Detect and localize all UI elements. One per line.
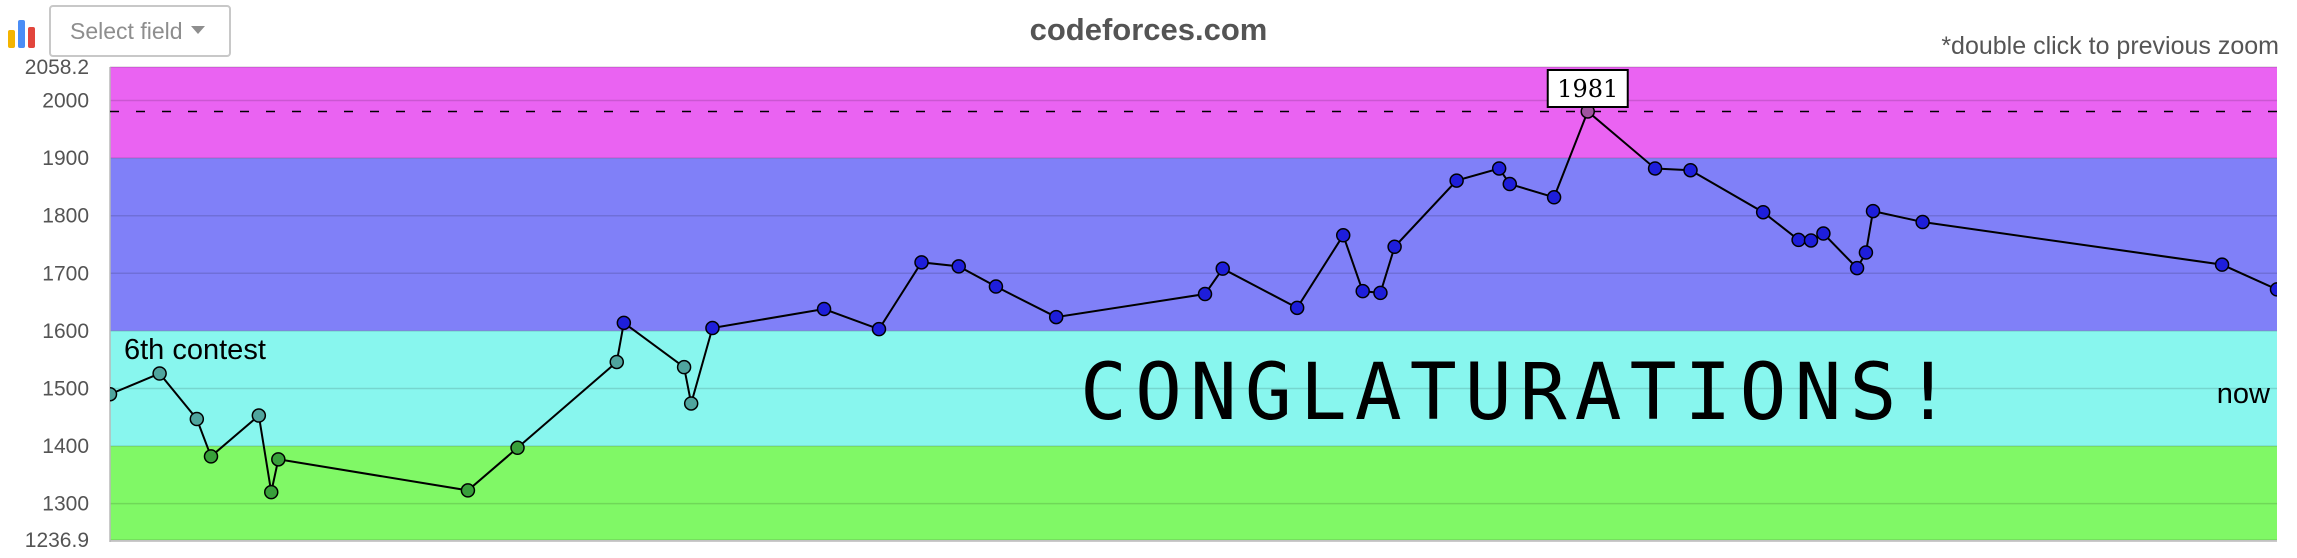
data-point <box>203 449 219 464</box>
data-point <box>609 354 625 370</box>
rating-band-3 <box>110 446 2277 540</box>
data-point <box>1858 245 1874 260</box>
data-point <box>1449 173 1464 188</box>
data-point <box>1502 176 1518 192</box>
bar-chart-icon[interactable] <box>6 16 44 50</box>
data-point <box>871 321 887 337</box>
y-tick-label: 1400 <box>42 435 89 458</box>
y-tick-label: 1500 <box>42 377 89 400</box>
data-point <box>1647 161 1663 176</box>
data-point <box>1915 214 1930 230</box>
data-point <box>1491 161 1507 176</box>
y-tick-label: 2000 <box>42 90 89 113</box>
data-point <box>1546 190 1562 205</box>
data-point <box>1373 285 1388 301</box>
data-point <box>1803 233 1819 248</box>
data-point <box>1335 228 1351 243</box>
data-point <box>816 301 832 317</box>
data-point <box>2269 282 2277 297</box>
data-point <box>1683 162 1698 178</box>
highlight-label-box <box>1546 69 1629 108</box>
data-point <box>988 279 1004 294</box>
data-point <box>914 255 929 270</box>
y-tick-label: 1300 <box>42 493 89 516</box>
y-tick-label: 1236.9 <box>25 529 89 552</box>
toolbar: Select field codeforces.com *double clic… <box>0 0 2297 66</box>
data-point <box>1048 309 1064 325</box>
data-point <box>251 408 267 423</box>
rating-band-1 <box>110 158 2277 331</box>
data-point <box>152 366 167 381</box>
y-tick-label: 1900 <box>42 147 89 170</box>
y-tick-label: 1600 <box>42 320 89 343</box>
data-point <box>1865 203 1881 219</box>
annotation-start: 6th contest <box>124 334 266 366</box>
select-field-dropdown[interactable]: Select field <box>49 5 231 57</box>
zoom-hint: *double click to previous zoom <box>1941 32 2279 60</box>
data-point <box>616 315 632 331</box>
y-tick-label: 1800 <box>42 205 89 228</box>
annotation-center: CONGLATURATIONS! <box>1080 348 1959 438</box>
chart-title: codeforces.com <box>1029 12 1268 47</box>
data-point <box>263 484 279 500</box>
data-point <box>1755 204 1771 220</box>
data-point <box>1791 232 1806 248</box>
data-point <box>951 259 966 274</box>
data-point <box>705 320 720 336</box>
y-tick-label: 2058.2 <box>25 56 89 79</box>
rating-band-2 <box>110 330 2277 447</box>
data-point <box>1849 260 1865 276</box>
data-point <box>1289 300 1305 316</box>
select-field-label: Select field <box>70 18 183 44</box>
y-tick-label: 1700 <box>42 262 89 285</box>
data-point <box>1197 286 1213 302</box>
data-point <box>1387 239 1402 255</box>
data-point <box>683 396 699 411</box>
chevron-down-icon <box>190 25 205 34</box>
data-point <box>676 359 692 375</box>
data-point <box>460 483 476 498</box>
data-point <box>271 452 286 467</box>
data-point <box>1215 261 1230 276</box>
highlight-label: 1981 <box>1557 75 1618 103</box>
data-point <box>2214 257 2230 272</box>
data-point <box>110 386 118 402</box>
data-point <box>1816 226 1831 241</box>
data-point <box>189 411 205 427</box>
annotation-end: now <box>2217 378 2271 410</box>
data-point <box>1355 283 1370 299</box>
rating-band-0 <box>110 67 2277 159</box>
data-point <box>510 440 525 456</box>
